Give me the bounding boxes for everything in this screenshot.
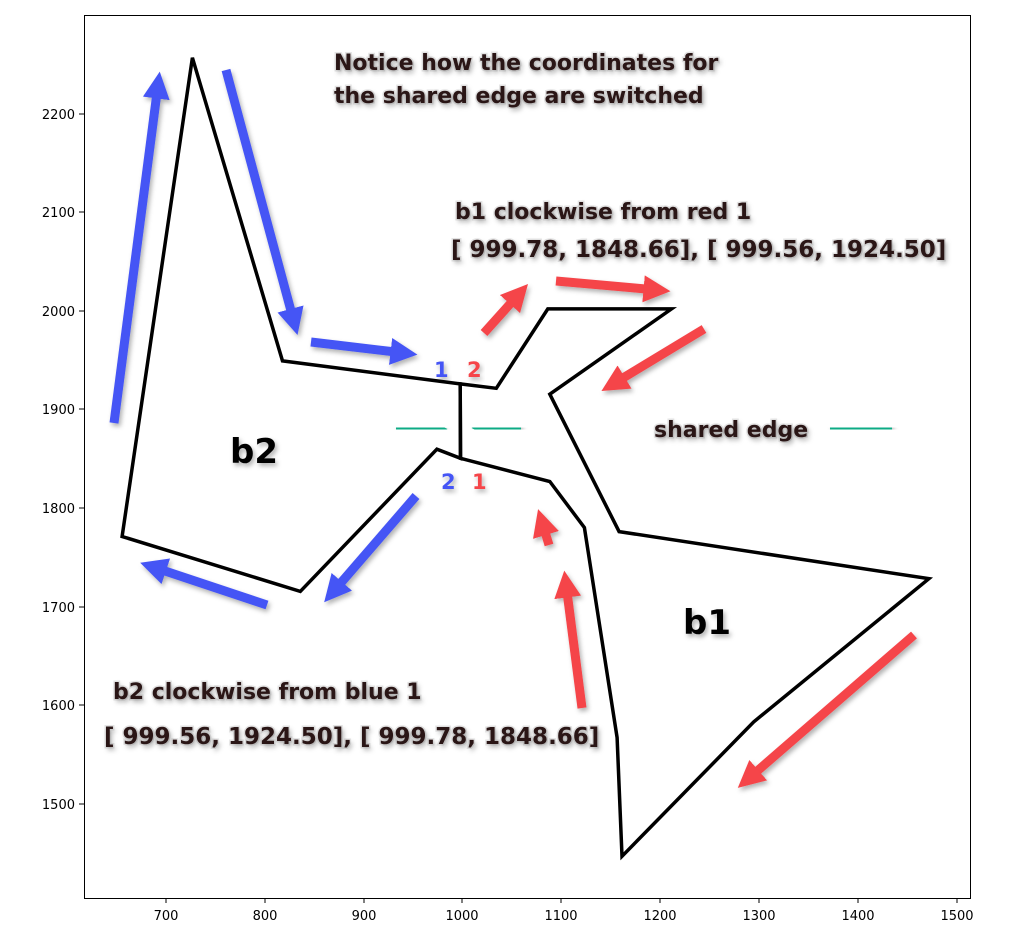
shared-edge-arrows: [396, 414, 892, 443]
y-axis: 1500 1600 1700 1800 1900 2000 2100 2200: [42, 108, 84, 813]
x-tick-label: 1300: [742, 909, 775, 924]
b2-direction-arrows: [109, 68, 420, 610]
blue-arrow: [221, 68, 304, 336]
b1-coords: [ 999.78, 1848.66], [ 999.56, 1924.50]: [451, 237, 946, 263]
vertex-label-red-top: 2: [467, 358, 482, 382]
x-tick-label: 800: [253, 909, 278, 924]
polygon-b1-outline: [458, 307, 934, 861]
b2-coords: [ 999.56, 1924.50], [ 999.78, 1848.66]: [104, 724, 599, 750]
x-axis: 700 800 900 1000 1100 1200 1300 1400 150…: [154, 898, 974, 924]
x-tick-label: 1100: [544, 909, 577, 924]
red-arrow: [555, 275, 671, 303]
red-arrow: [533, 509, 559, 547]
region-label-b1: b1: [683, 603, 731, 643]
x-tick-label: 1000: [445, 909, 478, 924]
y-tick-label: 1500: [42, 798, 75, 813]
polygon-b2-outline: [120, 57, 463, 594]
y-tick-label: 1600: [42, 699, 75, 714]
red-arrow: [737, 631, 917, 788]
vertex-label-blue-bottom: 2: [441, 470, 456, 494]
red-arrow: [480, 283, 529, 337]
y-tick-label: 1700: [42, 601, 75, 616]
plot-frame: [84, 15, 971, 899]
x-tick-label: 1200: [643, 909, 676, 924]
x-tick-label: 1500: [940, 909, 973, 924]
red-arrow: [601, 325, 707, 391]
note-line-2: the shared edge are switched: [334, 84, 704, 109]
x-tick-label: 700: [154, 909, 179, 924]
b1-direction-arrows: [480, 275, 917, 788]
red-arrow: [554, 570, 587, 709]
y-tick-label: 1900: [42, 403, 75, 418]
x-tick-label: 1400: [841, 909, 874, 924]
note-line-1: Notice how the coordinates for: [334, 51, 719, 76]
blue-arrow: [310, 337, 418, 365]
blue-arrow: [324, 493, 420, 603]
b1-caption: b1 clockwise from red 1: [455, 200, 751, 225]
y-tick-label: 2100: [42, 206, 75, 221]
y-tick-label: 2200: [42, 108, 75, 123]
vertex-label-blue-top: 1: [434, 358, 449, 382]
blue-arrow: [109, 71, 170, 424]
region-label-b2: b2: [230, 432, 278, 472]
blue-arrow: [140, 558, 269, 610]
y-tick-label: 1800: [42, 502, 75, 517]
legend-shared-edge-label: shared edge: [654, 418, 808, 443]
b2-caption: b2 clockwise from blue 1: [113, 680, 422, 705]
vertex-label-red-bottom: 1: [472, 470, 487, 494]
x-tick-label: 900: [352, 909, 377, 924]
y-tick-label: 2000: [42, 305, 75, 320]
